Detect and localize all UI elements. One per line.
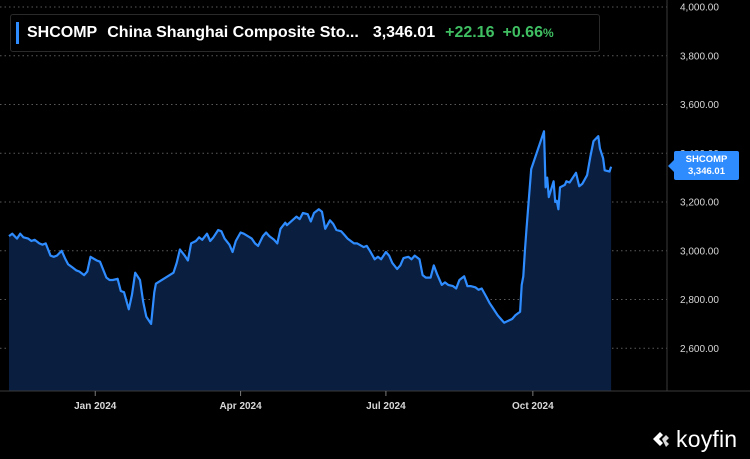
x-tick-label: Oct 2024 bbox=[512, 401, 554, 412]
price-change-percent: +0.66% bbox=[502, 24, 553, 42]
security-name: China Shanghai Composite Sto... bbox=[107, 24, 359, 41]
x-tick-label: Apr 2024 bbox=[219, 401, 262, 412]
y-tick-label: 3,800.00 bbox=[680, 51, 719, 62]
change-pct-unit: % bbox=[542, 26, 554, 40]
price-change: +22.16 bbox=[445, 24, 495, 41]
last-price: 3,346.01 bbox=[372, 24, 436, 41]
koyfin-logo-text: koyfin bbox=[676, 425, 738, 452]
price-tag-value: 3,346.01 bbox=[688, 166, 725, 177]
y-tick-label: 4,000.00 bbox=[680, 3, 719, 14]
change-pct-value: +0.66 bbox=[502, 24, 543, 41]
price-tag-ticker: SHCOMP bbox=[685, 154, 728, 165]
x-axis-ticks: Jan 2024 Apr 2024 Jul 2024 Oct 2024 bbox=[74, 391, 554, 412]
y-tick-label: 2,600.00 bbox=[680, 344, 719, 355]
header-accent-bar bbox=[16, 22, 19, 44]
koyfin-logo: koyfin bbox=[651, 425, 737, 453]
y-tick-label: 3,200.00 bbox=[680, 198, 719, 209]
last-price-tag: SHCOMP 3,346.01 bbox=[668, 151, 739, 180]
series-line bbox=[8, 130, 613, 325]
x-tick-label: Jul 2024 bbox=[366, 401, 406, 412]
series-area-fill bbox=[9, 131, 612, 392]
quote-header: SHCOMP China Shanghai Composite Sto... 3… bbox=[10, 14, 600, 52]
y-tick-label: 3,000.00 bbox=[680, 246, 719, 257]
x-tick-label: Jan 2024 bbox=[74, 401, 117, 412]
ticker-symbol: SHCOMP bbox=[27, 24, 98, 41]
y-tick-label: 2,800.00 bbox=[680, 295, 719, 306]
koyfin-logo-icon bbox=[653, 432, 669, 447]
y-tick-label: 3,600.00 bbox=[680, 100, 719, 111]
